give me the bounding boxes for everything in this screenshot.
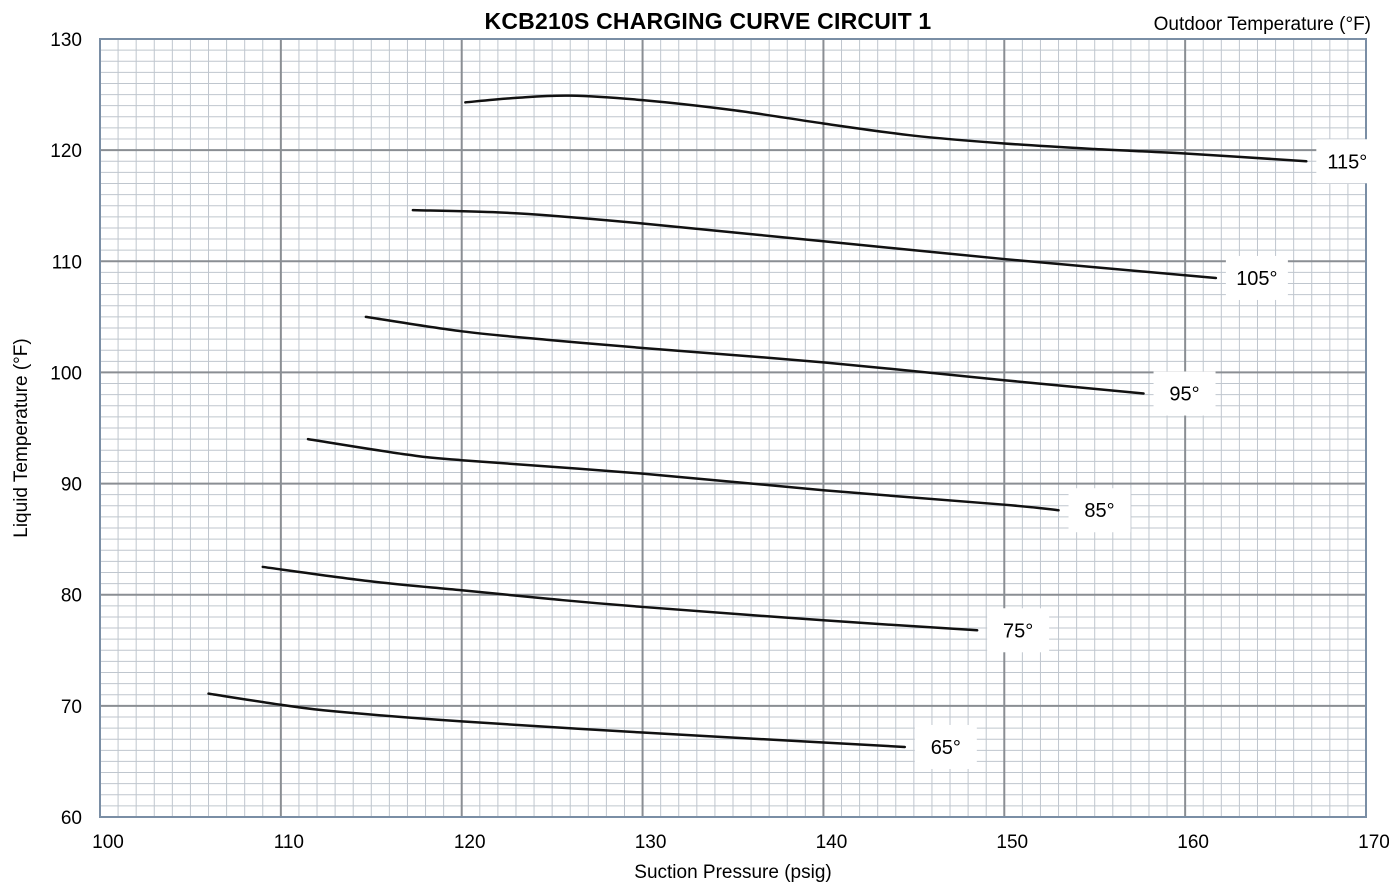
x-tick-label: 150 — [996, 832, 1028, 853]
plot-frame — [99, 38, 1367, 818]
series-line-5 — [411, 208, 1218, 280]
x-tick-label: 120 — [454, 832, 486, 853]
y-tick-label: 110 — [52, 252, 82, 273]
series-label-box — [1225, 255, 1288, 300]
y-axis-label: Liquid Temperature (°F) — [11, 338, 32, 538]
series-label-box — [1068, 488, 1131, 533]
x-tick-label: 160 — [1177, 832, 1209, 853]
series-label: 85° — [1084, 500, 1114, 522]
y-tick-label: 60 — [61, 808, 82, 829]
series-line-2 — [261, 565, 979, 632]
chart-title: KCB210S CHARGING CURVE CIRCUIT 1 — [484, 8, 932, 34]
series-label-box — [987, 608, 1050, 653]
y-tick-label: 70 — [61, 697, 82, 718]
x-tick-label: 130 — [635, 832, 667, 853]
series-line-4 — [364, 315, 1145, 395]
series-label: 65° — [931, 737, 961, 759]
x-axis-label: Suction Pressure (psig) — [634, 862, 832, 883]
x-tick-label: 110 — [274, 832, 304, 853]
y-tick-label: 80 — [61, 586, 82, 607]
series-label: 115° — [1327, 151, 1367, 173]
y-tick-label: 130 — [50, 30, 82, 51]
series-line-1 — [207, 692, 907, 749]
series-label: 75° — [1003, 620, 1033, 642]
y-tick-label: 120 — [50, 141, 82, 162]
legend-title: Outdoor Temperature (°F) — [1153, 14, 1371, 35]
series-line-3 — [306, 437, 1060, 512]
series-label: 95° — [1169, 384, 1199, 406]
series-label-box — [1316, 139, 1379, 184]
x-tick-label: 100 — [92, 832, 124, 853]
series-line-6 — [464, 94, 1308, 163]
x-tick-label: 170 — [1358, 832, 1389, 853]
x-tick-label: 140 — [816, 832, 848, 853]
series-label-box — [914, 724, 977, 769]
series-label: 105° — [1236, 268, 1277, 290]
series-label-box — [1153, 371, 1216, 416]
y-tick-label: 100 — [50, 363, 82, 384]
y-tick-label: 90 — [61, 475, 82, 496]
